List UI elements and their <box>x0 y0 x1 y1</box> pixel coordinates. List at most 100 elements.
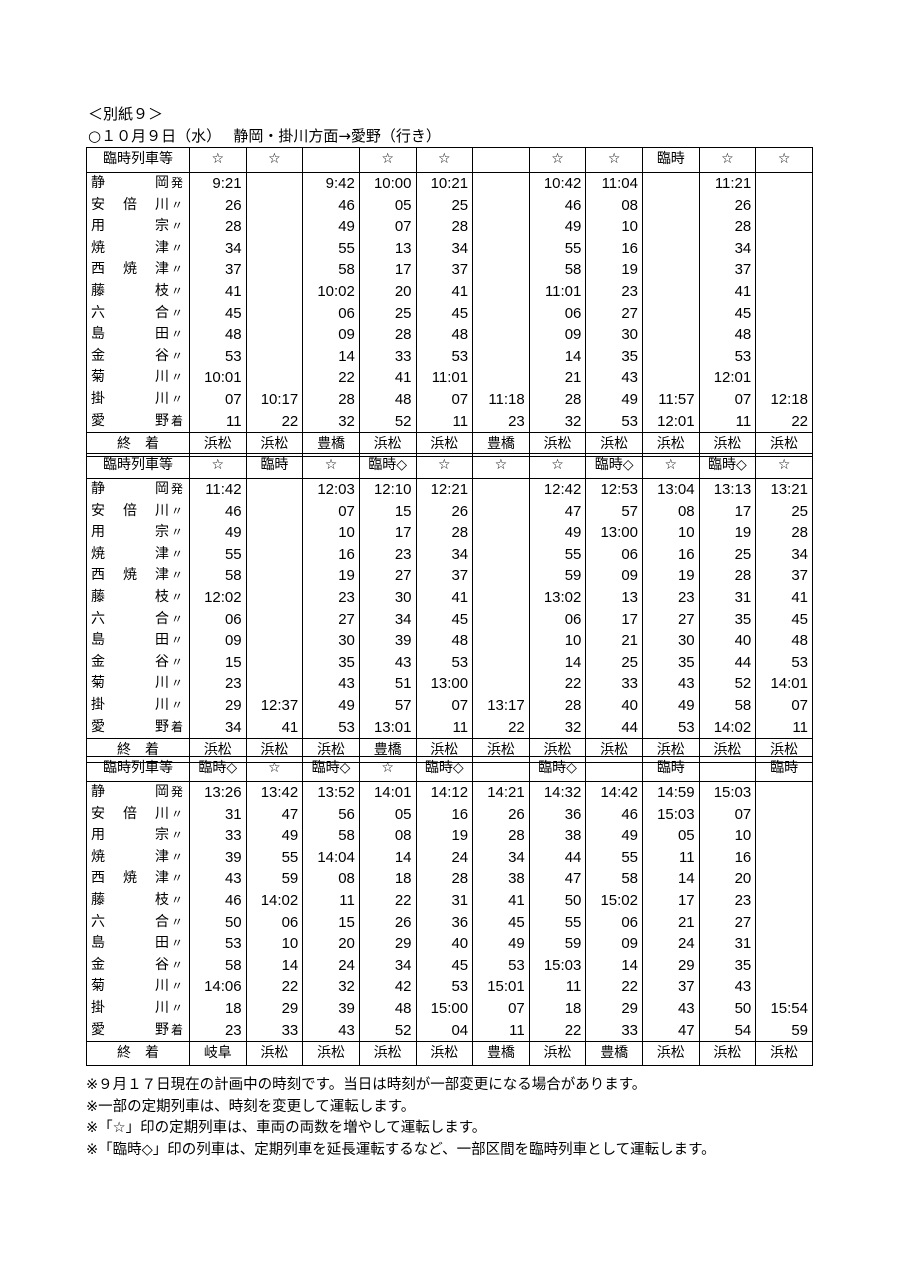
time-cell: 30 <box>642 630 700 652</box>
time-cell: 38 <box>472 868 530 890</box>
timetable-block: 臨時列車等 ☆ 臨時 ☆ 臨時◇ ☆ ☆ ☆ 臨時◇ ☆ 臨時◇ ☆ 静岡発 11:42 12:03 12:1… <box>86 453 813 764</box>
station-label: 用宗〃 <box>86 825 190 847</box>
time-cell: 43 <box>358 651 416 674</box>
time-cell: 16 <box>585 237 643 260</box>
time-cell: 54 <box>698 1019 756 1042</box>
station-label: 島田〃 <box>86 630 190 652</box>
station-mark: 着 <box>170 719 183 734</box>
time-cell: 34 <box>189 237 247 260</box>
station-row: 六合〃 45 06 25 45 06 27 45 <box>86 302 813 325</box>
time-cell: 12:01 <box>698 367 756 389</box>
train-type-row: 臨時列車等 ☆ 臨時 ☆ 臨時◇ ☆ ☆ ☆ 臨時◇ ☆ 臨時◇ ☆ <box>86 453 813 479</box>
station-row: 藤枝〃 46 14:02 11 22 31 41 50 15:02 17 23 <box>86 889 813 912</box>
train-type-cell: ☆ <box>642 453 700 479</box>
destination-cell: 浜松 <box>755 1041 813 1066</box>
station-row: 島田〃 53 10 20 29 40 49 59 09 24 31 <box>86 933 813 955</box>
time-cell: 46 <box>528 194 586 217</box>
time-cell: 13:00 <box>585 522 643 544</box>
time-cell: 46 <box>585 803 643 826</box>
time-cell: 10:00 <box>358 172 416 195</box>
time-cell: 33 <box>245 1019 303 1042</box>
time-cell: 15 <box>189 651 247 674</box>
train-type-cell: ☆ <box>245 147 303 173</box>
destination-cell: 浜松 <box>245 1041 303 1066</box>
time-cell: 58 <box>585 868 643 890</box>
time-cell: 49 <box>585 825 643 847</box>
time-cell: 06 <box>302 302 360 325</box>
time-cell: 36 <box>528 803 586 826</box>
time-cell: 14 <box>528 651 586 674</box>
station-mark: 〃 <box>170 849 183 864</box>
time-cell: 12:02 <box>189 586 247 609</box>
time-cell <box>642 194 700 217</box>
time-cell: 47 <box>245 803 303 826</box>
destination-cell: 浜松 <box>189 432 247 457</box>
station-label: 焼津〃 <box>86 846 190 869</box>
train-type-cell: ☆ <box>472 453 530 479</box>
time-cell <box>472 324 530 346</box>
time-cell: 28 <box>698 565 756 587</box>
station-label: 西焼津〃 <box>86 868 190 890</box>
time-cell: 32 <box>302 976 360 998</box>
time-cell: 10 <box>302 522 360 544</box>
time-cell <box>472 500 530 523</box>
station-row: 六合〃 50 06 15 26 36 45 55 06 21 27 <box>86 911 813 934</box>
station-mark: 〃 <box>170 979 183 994</box>
time-cell: 30 <box>302 630 360 652</box>
time-cell: 48 <box>358 997 416 1020</box>
station-row: 掛川〃 18 29 39 48 15:00 07 18 29 43 50 15:54 <box>86 997 813 1020</box>
station-mark: 着 <box>170 1022 183 1037</box>
time-cell <box>245 259 303 281</box>
time-cell: 19 <box>415 825 473 847</box>
time-cell <box>472 543 530 566</box>
time-cell: 41 <box>472 889 530 912</box>
time-cell: 11 <box>755 716 813 739</box>
station-mark: 〃 <box>170 611 183 626</box>
time-cell: 07 <box>358 216 416 238</box>
time-cell <box>755 781 813 804</box>
time-cell: 23 <box>358 543 416 566</box>
time-cell: 55 <box>528 543 586 566</box>
time-cell: 49 <box>528 216 586 238</box>
time-cell: 16 <box>642 543 700 566</box>
time-cell: 09 <box>189 630 247 652</box>
station-mark: 〃 <box>170 525 183 540</box>
time-cell: 22 <box>528 1019 586 1042</box>
time-cell: 47 <box>642 1019 700 1042</box>
station-name: 西焼津 <box>91 261 169 278</box>
footnote: ※「臨時◇」印の列車は、定期列車を延長運転するなど、一部区間を臨時列車として運転… <box>86 1141 716 1158</box>
station-mark: 〃 <box>170 348 183 363</box>
train-type-cell <box>472 756 530 782</box>
time-cell <box>245 194 303 217</box>
time-cell: 12:01 <box>642 410 700 433</box>
time-cell <box>642 172 700 195</box>
train-type-cell <box>302 147 360 173</box>
time-cell: 08 <box>302 868 360 890</box>
time-cell: 53 <box>189 345 247 368</box>
time-cell <box>472 237 530 260</box>
time-cell: 11 <box>642 846 700 869</box>
time-cell: 49 <box>302 694 360 717</box>
time-cell: 33 <box>358 345 416 368</box>
time-cell: 53 <box>415 345 473 368</box>
time-cell: 14:01 <box>358 781 416 804</box>
time-cell: 43 <box>302 673 360 695</box>
train-type-cell: ☆ <box>302 453 360 479</box>
time-cell: 59 <box>528 565 586 587</box>
time-cell <box>755 194 813 217</box>
time-cell: 26 <box>472 803 530 826</box>
footnote: ※９月１７日現在の計画中の時刻です。当日は時刻が一部変更になる場合があります。 <box>86 1077 647 1093</box>
time-cell: 44 <box>528 846 586 869</box>
time-cell: 58 <box>189 954 247 977</box>
station-row: 安倍川〃 46 07 15 26 47 57 08 17 25 <box>86 500 813 523</box>
station-mark: 〃 <box>170 697 183 712</box>
time-cell <box>755 868 813 890</box>
time-cell: 59 <box>245 868 303 890</box>
time-cell: 27 <box>358 565 416 587</box>
time-cell: 23 <box>302 586 360 609</box>
time-cell: 27 <box>642 608 700 631</box>
time-cell <box>642 324 700 346</box>
time-cell: 46 <box>189 889 247 912</box>
time-cell: 33 <box>189 825 247 847</box>
time-cell: 14:59 <box>642 781 700 804</box>
